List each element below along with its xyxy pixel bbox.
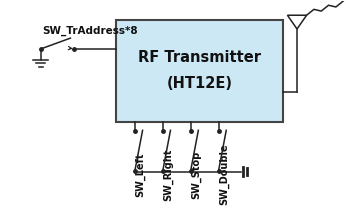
Text: RF Transmitter: RF Transmitter <box>138 50 261 65</box>
Text: SW_Left: SW_Left <box>135 152 145 197</box>
Text: SW_TrAddress*8: SW_TrAddress*8 <box>43 26 138 36</box>
Bar <box>116 20 283 122</box>
Polygon shape <box>287 15 307 29</box>
Text: SW_Right: SW_Right <box>163 148 173 201</box>
Text: (HT12E): (HT12E) <box>166 76 232 91</box>
Text: SW_Double: SW_Double <box>219 144 229 205</box>
Text: SW_Stop: SW_Stop <box>191 150 201 199</box>
